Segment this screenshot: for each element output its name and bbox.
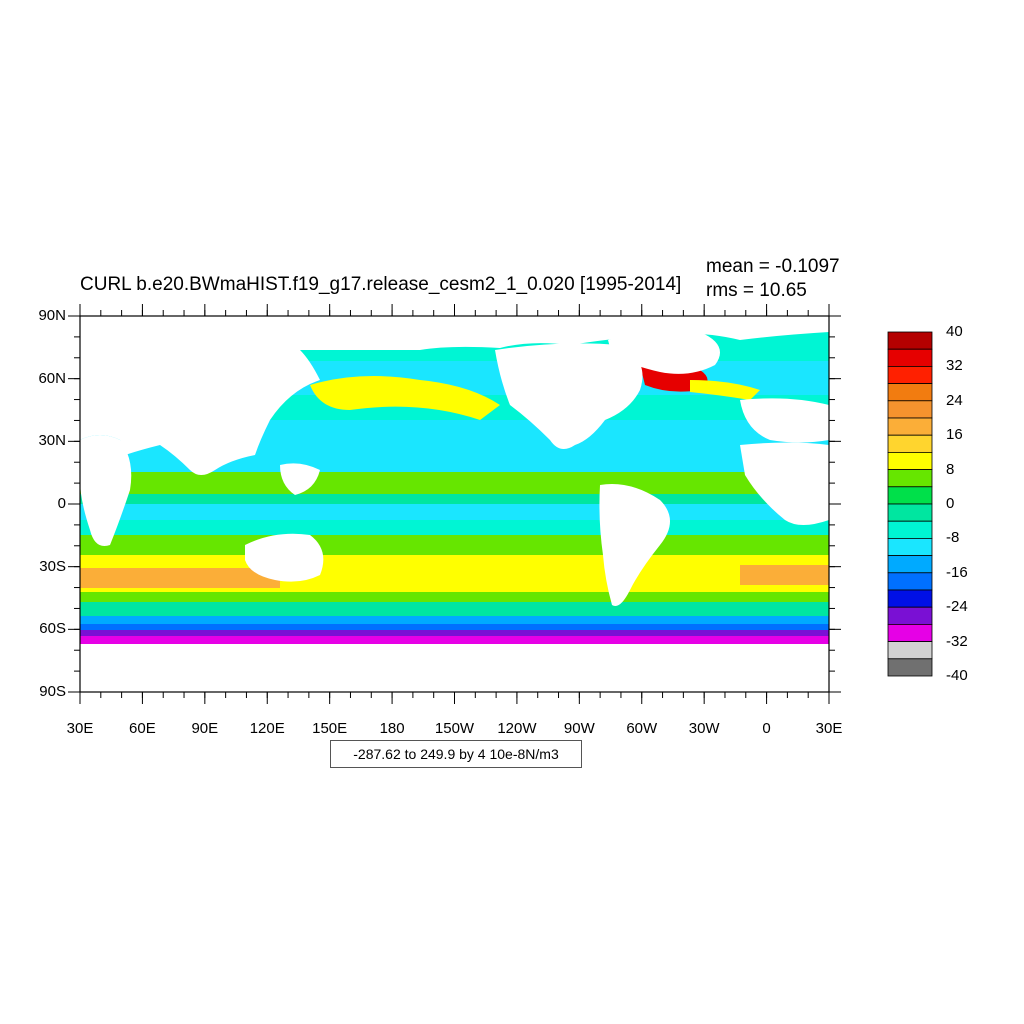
axis-ticks: [68, 304, 841, 704]
lon-label: 120E: [249, 720, 285, 737]
colorbar-box: [887, 503, 933, 522]
australia-land: [245, 533, 324, 582]
lat-label: 90S: [39, 683, 66, 700]
colorbar-label: 8: [946, 460, 955, 478]
itcz-north-band: [80, 472, 829, 494]
mean-stat: mean = -0.1097: [706, 256, 840, 277]
lat-label: 60N: [38, 369, 66, 387]
colorbar-box: [887, 589, 933, 608]
colorbar-box: [887, 624, 933, 643]
colorbar-label: 40: [946, 323, 963, 340]
colorbar-box: [887, 365, 933, 384]
eurasia-land: [80, 350, 320, 475]
lat-label: 90N: [38, 307, 66, 324]
rms-stat: rms = 10.65: [706, 280, 807, 301]
colorbar-box: [887, 555, 933, 574]
southern-blue-band: [80, 616, 829, 626]
map-plot-area: [80, 316, 829, 692]
lon-label: 60W: [626, 720, 658, 737]
colorbar-box: [887, 606, 933, 625]
lat-label: 30N: [38, 432, 66, 450]
north-pacific-yellow: [310, 376, 500, 420]
lon-label: 150W: [434, 720, 475, 737]
colorbar-label: 16: [946, 426, 963, 444]
colorbar-box: [887, 383, 933, 402]
maritime-continent-land: [280, 463, 320, 495]
plot-title: CURL b.e20.BWmaHIST.f19_g17.release_cesm…: [80, 274, 682, 295]
colorbar-box: [887, 572, 933, 591]
colorbar-box: [887, 400, 933, 419]
colorbar-box: [887, 417, 933, 436]
colorbar-box: [887, 641, 933, 660]
north-atlantic-yellow: [690, 380, 760, 400]
greenland-land: [608, 331, 720, 374]
africa-land: [80, 435, 132, 546]
lon-label: 150E: [312, 720, 348, 737]
lon-label: 120W: [497, 720, 537, 737]
colorbar-label: 32: [946, 357, 963, 375]
colorbar-box: [887, 520, 933, 539]
colorbar-box: [887, 538, 933, 557]
indian-ocean-orange: [80, 568, 280, 588]
lon-label: 60E: [129, 720, 156, 737]
colorbar-box: [887, 469, 933, 488]
southern-magenta-band: [80, 636, 829, 646]
atlantic-south-orange: [740, 565, 829, 585]
lon-label: 0: [762, 720, 771, 737]
colorbar: [887, 331, 933, 677]
lon-label: 30W: [688, 720, 720, 737]
colorbar-box: [887, 451, 933, 470]
colorbar-label: 24: [946, 391, 963, 409]
southern-green-band: [80, 592, 829, 602]
lat-label: 30S: [39, 557, 66, 575]
lon-label: 180: [379, 720, 405, 737]
colorbar-box: [887, 331, 933, 350]
colorbar-box: [887, 434, 933, 453]
colorbar-label: -40: [946, 667, 968, 684]
colorbar-box: [887, 486, 933, 505]
colorbar-label: -8: [946, 529, 960, 547]
colorbar-label: -16: [946, 563, 968, 581]
lon-label: 30E: [66, 720, 94, 737]
colorbar-label: -24: [946, 598, 968, 616]
lon-label: 90W: [563, 720, 595, 737]
contour-range-label: -287.62 to 249.9 by 4 10e-8N/m3: [330, 740, 582, 768]
southern-teal-band: [80, 602, 829, 616]
colorbar-label: 0: [946, 495, 955, 512]
antarctica-land: [80, 644, 829, 692]
colorbar-box: [887, 658, 933, 677]
lon-label: 90E: [191, 720, 219, 737]
colorbar-label: -32: [946, 632, 968, 650]
lat-label: 0: [57, 495, 66, 512]
west-africa-land: [740, 442, 829, 525]
north-america-land: [495, 343, 643, 449]
south-america-land: [599, 484, 670, 606]
lon-label: 30E: [815, 720, 843, 737]
colorbar-box: [887, 348, 933, 367]
equatorial-band: [80, 494, 829, 504]
europe-land: [740, 398, 829, 443]
lat-label: 60S: [39, 620, 66, 638]
arctic-land: [80, 316, 829, 350]
